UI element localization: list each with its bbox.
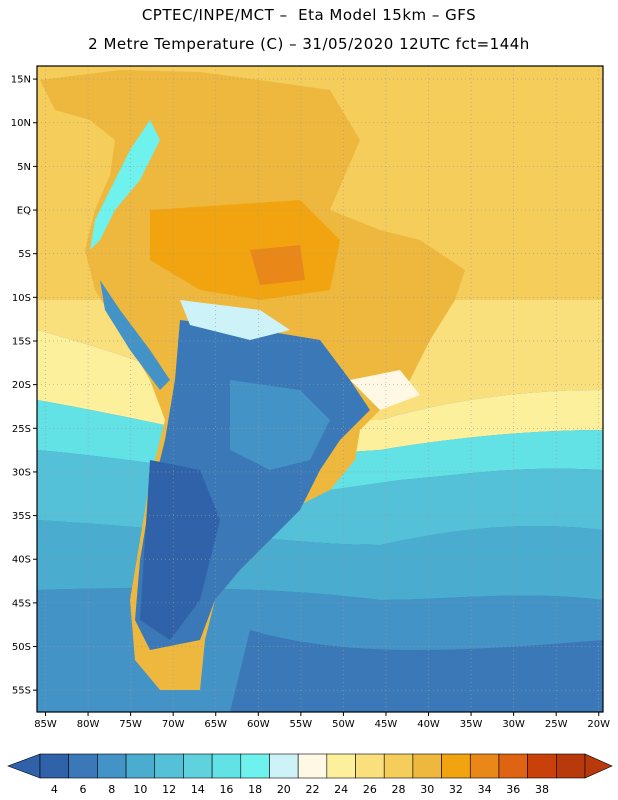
- lon-label: 45W: [375, 719, 398, 730]
- colorbar-swatch: [355, 753, 385, 779]
- colorbar-swatch: [297, 753, 328, 779]
- temperature-field: [37, 66, 603, 712]
- lon-label: 25W: [545, 719, 568, 730]
- colorbar-swatch: [97, 753, 127, 779]
- lon-label: 50W: [332, 719, 355, 730]
- colorbar-swatch: [469, 753, 500, 779]
- lat-label: 30S: [12, 467, 31, 478]
- colorbar-left-arrow: [7, 753, 41, 779]
- lat-label: 10N: [11, 118, 31, 129]
- lat-label: 50S: [12, 642, 31, 653]
- colorbar-label: 28: [392, 783, 406, 796]
- map-frame: [36, 65, 604, 713]
- map-axes: 15N 10N 5N EQ 5S 10S 15S 20S 25S 30S 35S 40S 45S 50S 5…: [11, 75, 610, 730]
- colorbar-swatch: [556, 753, 586, 779]
- colorbar-swatch: [154, 753, 184, 779]
- colorbar-swatch: [383, 753, 414, 779]
- lat-label: EQ: [17, 206, 31, 217]
- colorbar-label: 36: [506, 783, 520, 796]
- lon-label: 80W: [77, 719, 100, 730]
- colorbar-swatch: [326, 753, 356, 779]
- colorbar-label: 18: [248, 783, 262, 796]
- colorbar-swatch: [183, 753, 213, 779]
- colorbar-label: 22: [306, 783, 320, 796]
- colorbar-label: 32: [449, 783, 463, 796]
- lon-label: 75W: [119, 719, 142, 730]
- lat-label: 15N: [11, 75, 31, 86]
- lat-label: 55S: [12, 686, 31, 697]
- colorbar-label: 8: [108, 783, 115, 796]
- lon-label: 35W: [460, 719, 483, 730]
- lon-label: 20W: [587, 719, 610, 730]
- lon-label: 65W: [204, 719, 227, 730]
- colorbar-swatch: [39, 753, 69, 779]
- lat-label: 45S: [12, 598, 31, 609]
- lat-label: 5N: [17, 162, 31, 173]
- colorbar-swatch: [527, 753, 557, 779]
- colorbar-swatch: [240, 753, 270, 779]
- lat-label: 15S: [12, 336, 31, 347]
- lon-label: 70W: [162, 719, 185, 730]
- colorbar-label: 10: [133, 783, 147, 796]
- colorbar-label: 24: [334, 783, 348, 796]
- lat-label: 40S: [12, 555, 31, 566]
- colorbar-swatch: [269, 753, 299, 779]
- colorbar-label: 6: [80, 783, 87, 796]
- lat-label: 10S: [12, 293, 31, 304]
- colorbar-label: 38: [535, 783, 549, 796]
- lat-label: 20S: [12, 380, 31, 391]
- colorbar-swatch: [441, 753, 471, 779]
- colorbar-swatch: [412, 753, 442, 779]
- lat-label: 35S: [12, 511, 31, 522]
- colorbar-swatch: [498, 753, 528, 779]
- colorbar-swatch: [211, 753, 242, 779]
- colorbar: 4 6 8 10 12 14 16 18 20 22 24 26 28 30 32 34 36 38: [7, 753, 613, 796]
- colorbar-label: 16: [219, 783, 233, 796]
- lon-label: 30W: [502, 719, 525, 730]
- lon-label: 40W: [417, 719, 440, 730]
- colorbar-label: 30: [420, 783, 434, 796]
- colorbar-right-arrow: [584, 753, 613, 779]
- colorbar-label: 20: [277, 783, 291, 796]
- lon-label: 60W: [247, 719, 270, 730]
- lat-label: 25S: [12, 424, 31, 435]
- chart-title: CPTEC/INPE/MCT – Eta Model 15km – GFS: [141, 6, 477, 24]
- colorbar-label: 26: [363, 783, 377, 796]
- colorbar-label: 12: [162, 783, 176, 796]
- colorbar-swatch: [68, 753, 98, 779]
- lat-label: 5S: [18, 249, 31, 260]
- lon-label: 55W: [290, 719, 313, 730]
- chart-subtitle: 2 Metre Temperature (C) – 31/05/2020 12U…: [88, 35, 530, 53]
- colorbar-label: 34: [478, 783, 492, 796]
- colorbar-swatch: [125, 753, 156, 779]
- colorbar-label: 14: [191, 783, 205, 796]
- colorbar-label: 4: [51, 783, 58, 796]
- lon-label: 85W: [34, 719, 57, 730]
